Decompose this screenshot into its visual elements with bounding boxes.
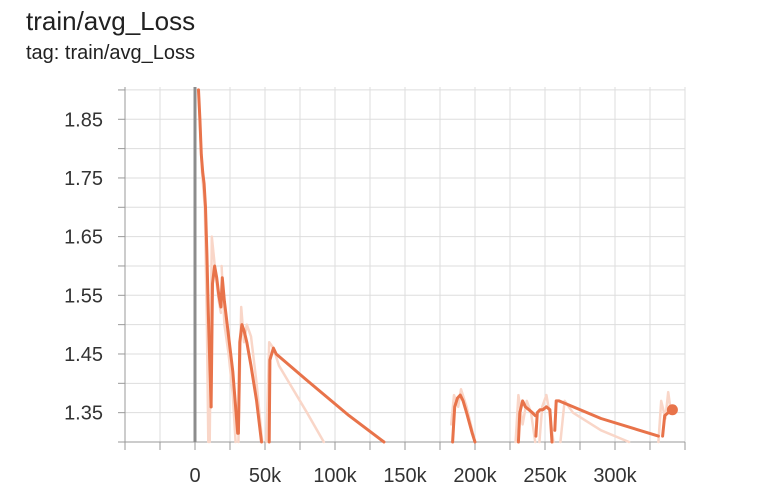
raw-series-line [237,305,264,444]
x-tick-label: 100k [313,465,357,487]
chart-tag-label: tag: train/avg_Loss [26,42,195,64]
plot-area [197,88,678,444]
smoothed-series-line [516,399,537,444]
axes [118,87,686,450]
series-end-marker [666,404,678,416]
smoothed-series-line [267,346,386,444]
x-tick-label: 250k [523,465,567,487]
raw-series-line [265,340,326,444]
y-tick-label: 1.55 [64,285,103,307]
smoothed-series-line [236,323,263,444]
x-tick-label: 200k [453,465,497,487]
x-tick-label: 0 [189,465,200,487]
smoothed-series-line [534,405,554,444]
smoothed-series-line [553,399,660,438]
y-tick-label: 1.35 [64,403,103,425]
y-tick-label: 1.85 [64,109,103,131]
smoothed-series-line [209,264,240,435]
x-tick-label: 50k [249,465,282,487]
y-tick-label: 1.45 [64,344,103,366]
x-tick-label: 300k [593,465,637,487]
raw-series-line [514,393,537,444]
smoothed-series-line [451,393,477,444]
y-tick-label: 1.75 [64,168,103,190]
y-tick-label: 1.65 [64,227,103,249]
chart-title: train/avg_Loss [26,6,196,36]
tick-labels: 1.35 1.45 1.55 1.65 1.75 1.85 0 50k 100k 150k 200k… [64,109,638,487]
raw-series-line [559,399,631,444]
x-tick-label: 150k [383,465,427,487]
smoothed-series-line [197,88,213,409]
